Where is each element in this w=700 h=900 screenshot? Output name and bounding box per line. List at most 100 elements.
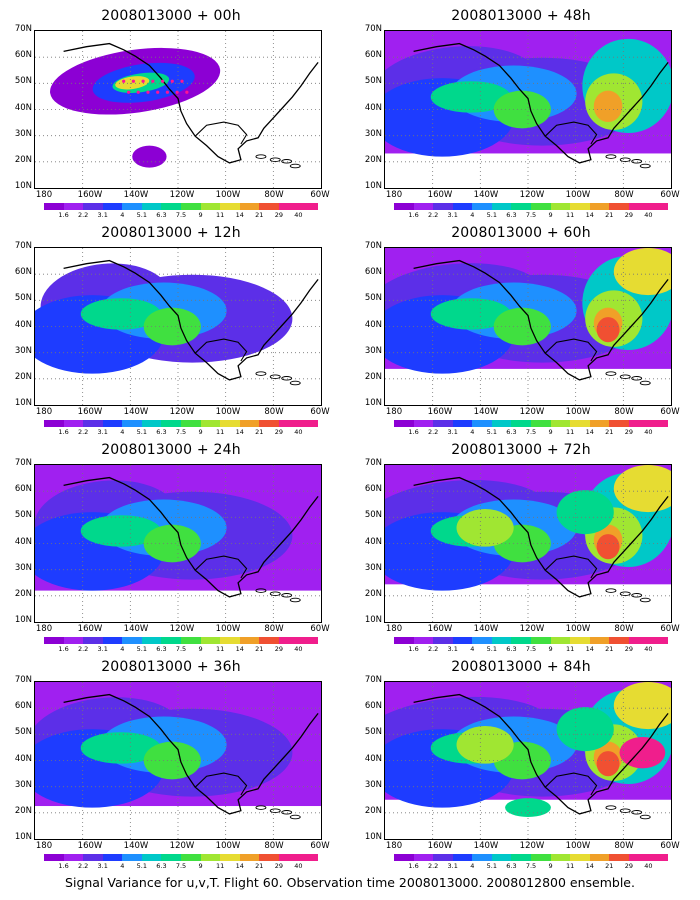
colorbar-label: 5.1 [136, 211, 148, 219]
lat-label: 70N [14, 458, 32, 468]
lat-label: 20N [364, 154, 382, 165]
lat-label: 50N [364, 293, 382, 304]
colorbar-swatch [530, 854, 551, 861]
colorbar-label: 11 [566, 862, 575, 870]
colorbar-swatch [511, 854, 531, 861]
lat-label: 40N [14, 102, 32, 113]
colorbar-label: 6.3 [156, 428, 167, 436]
colorbar-label: 9 [548, 428, 553, 436]
lat-label: 40N [364, 102, 382, 113]
colorbar-swatch [298, 854, 318, 861]
map-canvas [385, 682, 671, 839]
colorbar-swatch [44, 203, 64, 210]
flight-track-point [141, 79, 145, 83]
colorbar-label: 14 [585, 862, 594, 870]
colorbar [44, 637, 318, 644]
colorbar-swatch [589, 854, 610, 861]
map-panel: 2008013000 + 72h 70N 60N 50N 40N 30N 20N 10N 180… [350, 442, 690, 660]
lon-label: 60W [310, 407, 330, 417]
colorbar-swatch [511, 420, 531, 427]
colorbar-swatch [141, 420, 162, 427]
flight-track-point [160, 79, 165, 83]
colorbar-swatch [433, 637, 453, 644]
lon-label: 60W [310, 624, 330, 634]
colorbar-swatch [63, 203, 84, 210]
colorbar-label: 29 [274, 645, 283, 653]
map-canvas [35, 682, 321, 839]
lat-label: 70N [364, 241, 382, 251]
lon-label: 100W [565, 407, 591, 417]
colorbar-swatch [433, 854, 453, 861]
colorbar-label: 7.5 [525, 645, 537, 653]
lon-label: 80W [264, 190, 284, 200]
colorbar-label: 21 [605, 428, 614, 436]
colorbar-swatch [239, 203, 260, 210]
colorbar-swatch [102, 637, 123, 644]
colorbar-label: 5.1 [486, 428, 498, 436]
colorbar [394, 854, 668, 861]
colorbar-label: 40 [644, 428, 653, 436]
colorbar-label: 29 [624, 428, 633, 436]
flight-track-point [131, 79, 135, 83]
lat-label: 50N [14, 76, 32, 87]
colorbar-swatch [648, 420, 668, 427]
lat-label: 70N [14, 675, 32, 685]
colorbar-label: 4 [470, 645, 475, 653]
colorbar-swatch [298, 203, 318, 210]
lat-label: 10N [14, 832, 32, 842]
colorbar-swatch [472, 854, 492, 861]
lat-label: 40N [14, 536, 32, 547]
colorbar-label: 40 [644, 862, 653, 870]
colorbar-label: 11 [566, 211, 575, 219]
colorbar-swatch [648, 854, 668, 861]
lat-label: 20N [14, 154, 32, 165]
lat-label: 60N [364, 701, 382, 712]
lon-label: 100W [215, 190, 241, 200]
colorbar-label: 21 [605, 645, 614, 653]
colorbar-swatch [220, 854, 240, 861]
colorbar-label: 3.1 [447, 211, 458, 219]
colorbar-swatch [180, 637, 201, 644]
colorbar-label: 9 [198, 862, 203, 870]
colorbar-swatch [491, 203, 512, 210]
coastline [413, 476, 669, 598]
colorbar-swatch [452, 637, 473, 644]
colorbar-swatch [589, 420, 610, 427]
colorbar-label: 6.3 [506, 862, 517, 870]
flight-track-point [170, 79, 174, 83]
lat-label: 60N [14, 50, 32, 61]
colorbar-swatch [220, 420, 240, 427]
colorbar-label: 1.6 [408, 645, 419, 653]
colorbar-swatch [259, 854, 279, 861]
colorbar-label: 6.3 [156, 211, 167, 219]
panel-title: 2008013000 + 00h [101, 8, 241, 24]
lon-label: 180 [385, 407, 403, 417]
colorbar-label: 4 [470, 862, 475, 870]
lat-label: 30N [14, 128, 32, 139]
colorbar [394, 420, 668, 427]
colorbar-label: 4 [470, 428, 475, 436]
panel-title: 2008013000 + 24h [101, 442, 241, 458]
lon-label: 160W [77, 407, 103, 417]
colorbar-label: 21 [605, 211, 614, 219]
colorbar-label: 40 [644, 211, 653, 219]
colorbar-label: 9 [548, 211, 553, 219]
colorbar-label: 4 [470, 211, 475, 219]
lon-label: 80W [264, 407, 284, 417]
lon-label: 120W [519, 407, 545, 417]
colorbar-swatch [648, 203, 668, 210]
lon-label: 120W [519, 841, 545, 851]
flight-track-point [185, 90, 189, 94]
colorbar-label: 21 [255, 428, 264, 436]
colorbar-label: 1.6 [58, 428, 69, 436]
lat-label: 10N [14, 181, 32, 191]
variance-map [34, 247, 322, 406]
lat-label: 20N [14, 371, 32, 382]
colorbar-swatch [530, 420, 551, 427]
lat-label: 20N [364, 371, 382, 382]
colorbar-swatch [491, 420, 512, 427]
colorbar-label: 11 [216, 645, 225, 653]
map-panel: 2008013000 + 48h 70N 60N 50N 40N 30N 20N 10N 180… [350, 8, 690, 226]
lon-label: 160W [427, 624, 453, 634]
lon-label: 120W [519, 190, 545, 200]
